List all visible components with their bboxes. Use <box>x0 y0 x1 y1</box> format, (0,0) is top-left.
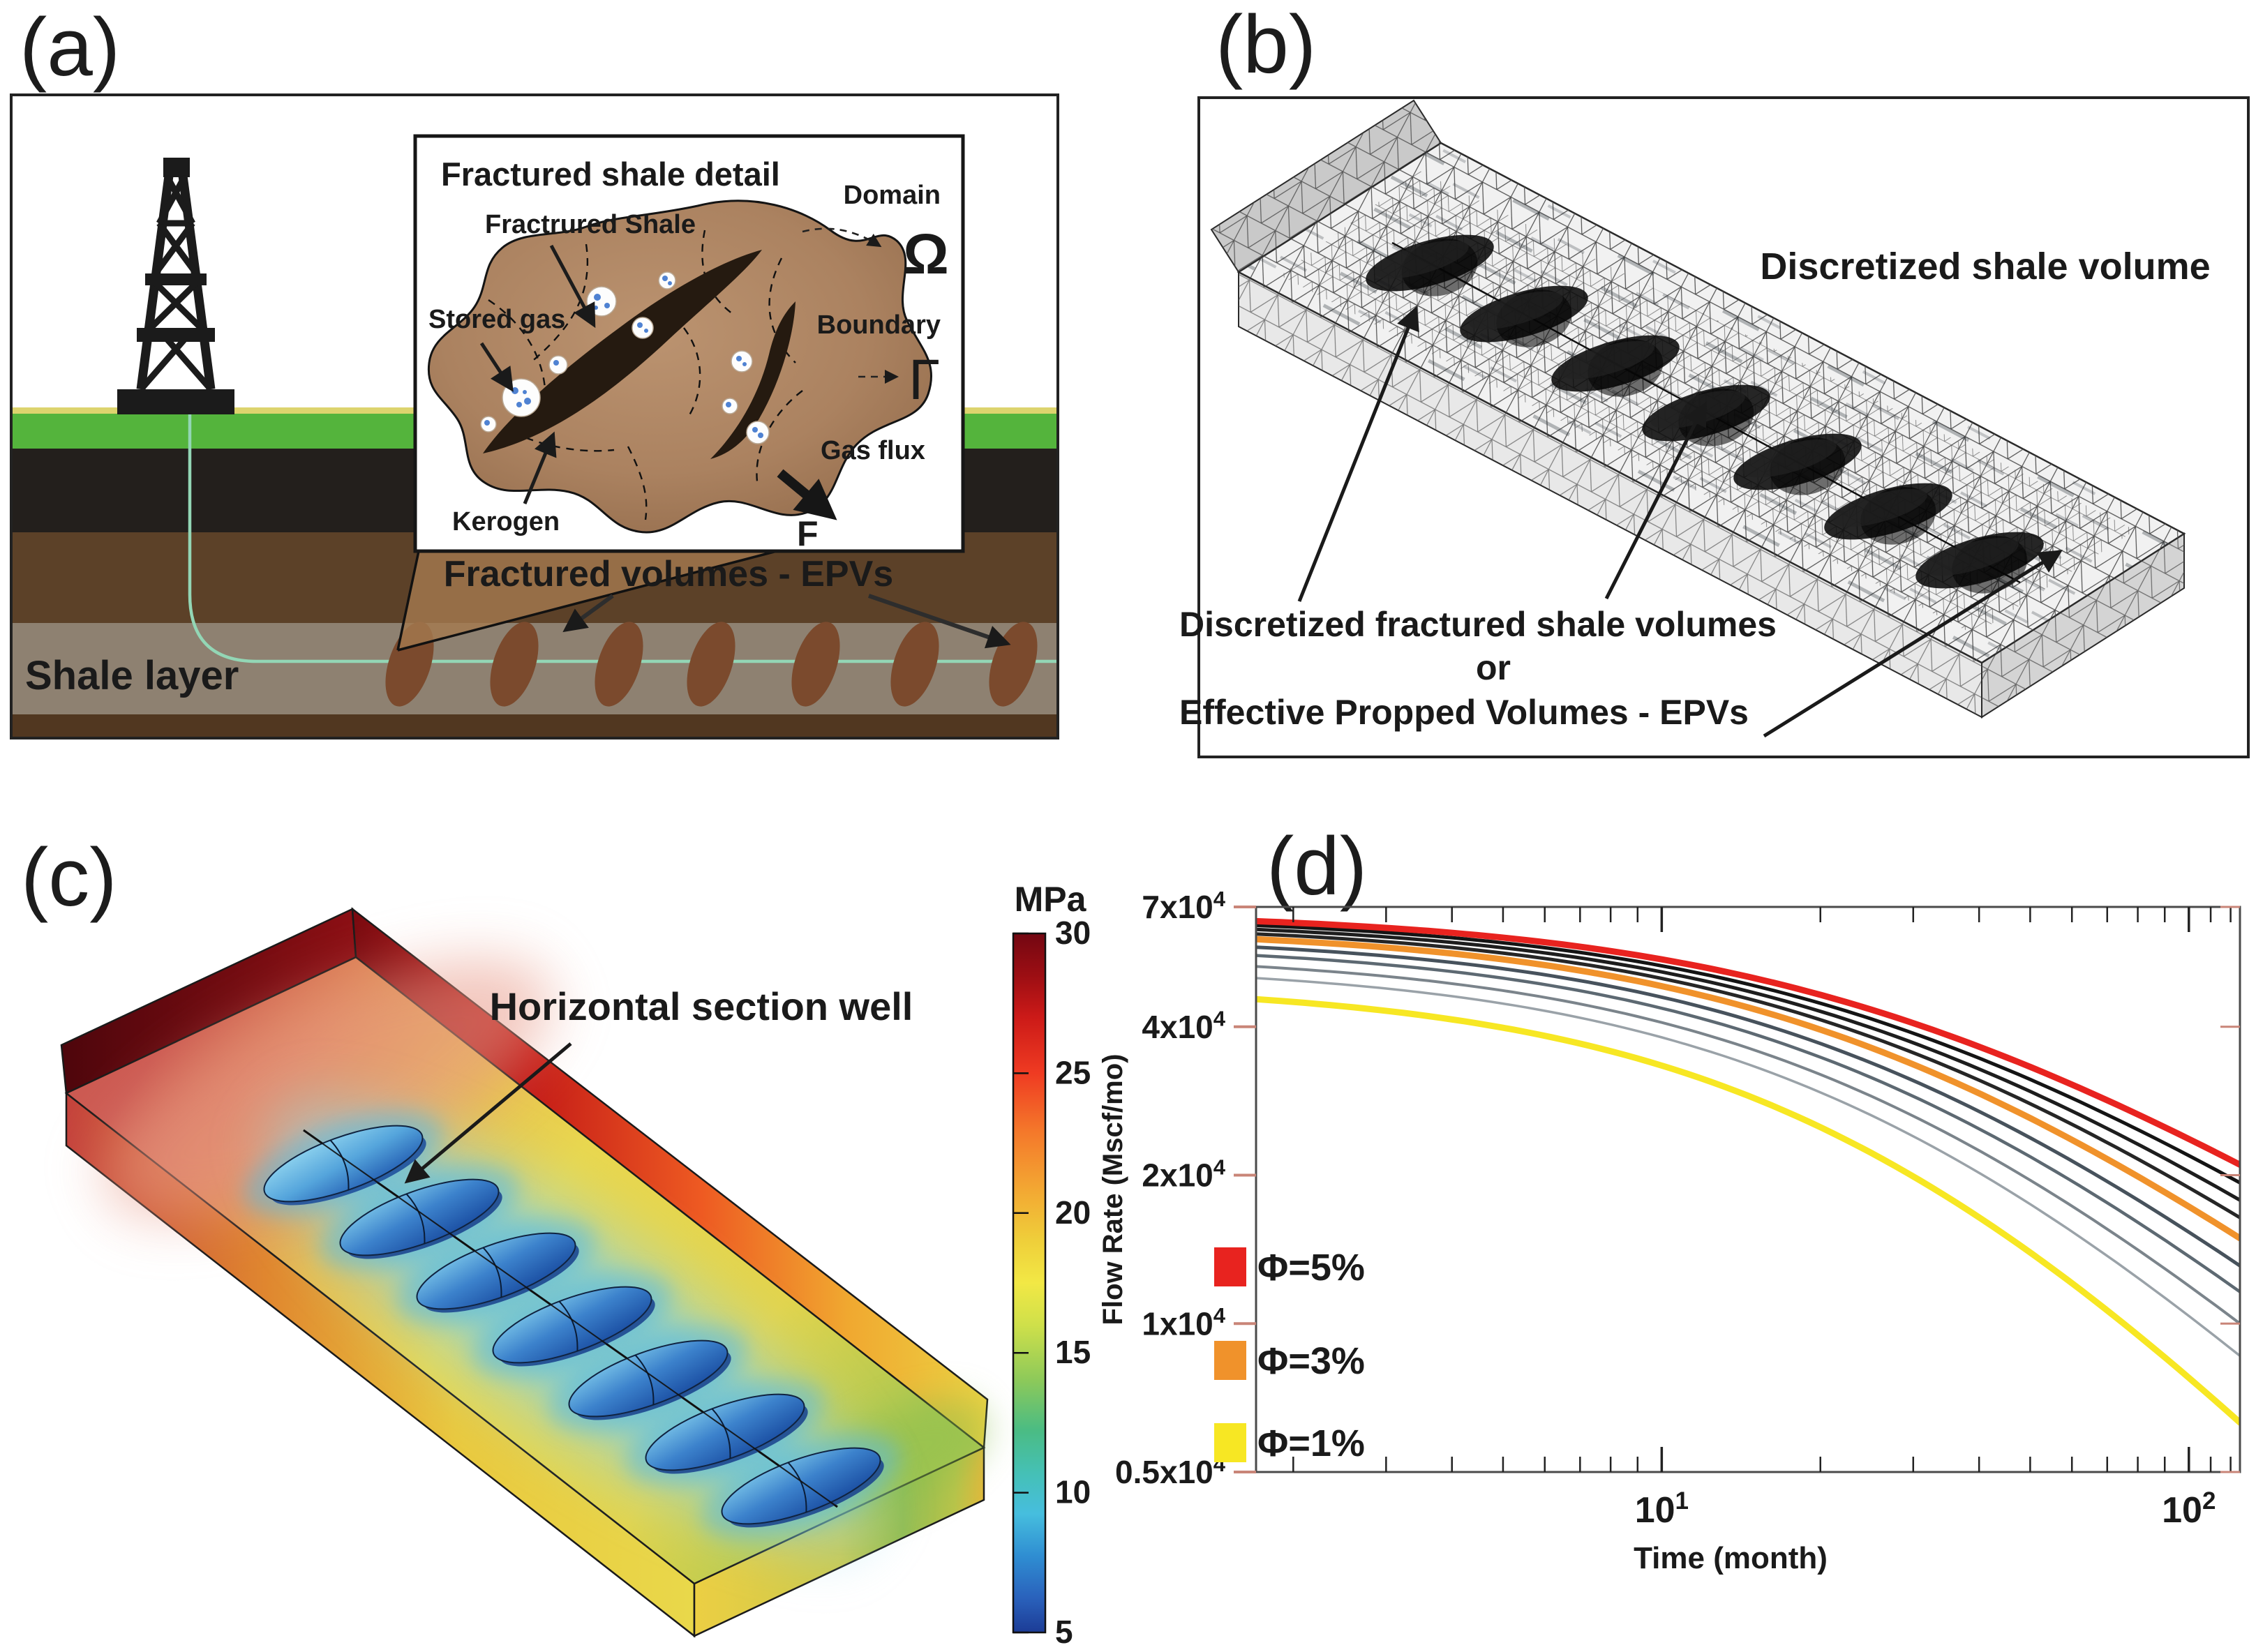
panel-a: (a) <box>10 1 1059 739</box>
legend-label: Φ=5% <box>1257 1247 1365 1289</box>
horizontal-well-line-overlay <box>303 1129 838 1508</box>
gas-molecule-dots <box>484 276 763 438</box>
legend-label: Φ=1% <box>1257 1422 1365 1464</box>
y-tick-label: 1x104 <box>1142 1303 1225 1342</box>
colorbar-tick-label: 30 <box>1055 915 1091 951</box>
domain-connector-icon <box>802 227 882 248</box>
inset-kerogen-label: Kerogen <box>452 507 560 536</box>
curve-gray-2 <box>1256 954 2240 1293</box>
panel-d-label: (d) <box>1267 820 1367 913</box>
y-axis-label: Flow Rate (Mscf/mo) <box>1098 1054 1128 1326</box>
curve-black-3 <box>1256 932 2240 1219</box>
legend-swatch <box>1214 1423 1246 1462</box>
pressure-field-volume <box>60 907 989 1638</box>
colorbar-tick-label: 10 <box>1055 1474 1091 1510</box>
well-label: Horizontal section well <box>490 984 913 1028</box>
inset-boundary-label: Boundary <box>817 310 941 340</box>
y-tick-label: 7x104 <box>1142 887 1225 925</box>
mesh-caption-line1: Discretized fractured shale volumes <box>1179 605 1777 644</box>
epv-arrow-left-icon <box>562 594 614 633</box>
discretized-mesh-volume <box>1210 99 2186 719</box>
inset-callout <box>396 550 777 652</box>
inset-domain-label: Domain <box>844 181 941 210</box>
colorbar-unit: MPa <box>1015 880 1087 919</box>
fractured-shale-inset: Fractured shale detail Fractrured Shale … <box>413 134 965 553</box>
epv-arrow-right-icon <box>868 594 1011 649</box>
x-axis-label: Time (month) <box>1634 1541 1828 1575</box>
y-tick-label: 4x104 <box>1142 1007 1225 1045</box>
plot-legend: Φ=5% Φ=3% Φ=1% <box>1214 1247 1365 1464</box>
colorbar-tick-label: 5 <box>1055 1614 1073 1650</box>
curve-black-1 <box>1256 924 2240 1185</box>
shale-layer-label: Shale layer <box>25 653 239 698</box>
panel-c-label: (c) <box>21 832 117 924</box>
mesh-caption-line3: Effective Propped Volumes - EPVs <box>1179 693 1749 732</box>
stored-gas-arrow-icon <box>479 342 514 392</box>
colorbar-gradient <box>1012 932 1047 1634</box>
legend-swatch <box>1214 1341 1246 1380</box>
domain-symbol: Ω <box>903 223 949 286</box>
inset-gas-flux-label: Gas flux <box>821 436 925 465</box>
colorbar-ticks: 30 25 20 15 10 5 <box>1013 915 1091 1650</box>
colorbar-tick-label: 15 <box>1055 1334 1091 1370</box>
pressure-colorbar: MPa 30 25 20 15 10 5 <box>1012 880 1091 1650</box>
colorbar-tick-label: 20 <box>1055 1194 1091 1231</box>
mesh-arrow-1-icon <box>1297 306 1419 602</box>
panel-b: (b) <box>1179 0 2250 758</box>
y-tick-label: 0.5x104 <box>1115 1452 1226 1490</box>
inset-title: Fractured shale detail <box>441 156 780 193</box>
epv-label: Fractured volumes - EPVs <box>444 554 893 594</box>
curve-porosity-1pct <box>1256 996 2240 1426</box>
x-tick-label: 101 <box>1635 1487 1689 1531</box>
curve-porosity-5pct <box>1256 917 2240 1168</box>
curve-black-2 <box>1256 927 2240 1202</box>
mesh-arrow-2-icon <box>1604 401 1707 600</box>
gas-flux-arrow-icon <box>777 469 837 520</box>
gas-flux-symbol: F <box>797 514 819 553</box>
panel-a-label: (a) <box>20 1 120 93</box>
curve-porosity-3pct <box>1256 936 2240 1242</box>
fracture-ellipsoids <box>263 1125 884 1528</box>
legend-swatch <box>1214 1247 1246 1286</box>
mesh-caption-line2: or <box>1476 648 1511 687</box>
x-tick-label: 102 <box>2162 1487 2216 1531</box>
mesh-arrow-3-icon <box>1763 550 2063 738</box>
well-arrow-icon <box>404 1042 572 1184</box>
colorbar-tick-label: 25 <box>1055 1054 1091 1090</box>
boundary-symbol: Γ <box>909 348 940 412</box>
curve-gray-3 <box>1256 965 2240 1326</box>
fracture-band-small <box>710 301 795 459</box>
legend-label: Φ=3% <box>1257 1340 1365 1382</box>
inset-stored-gas-label: Stored gas <box>428 305 565 334</box>
panel-b-label: (b) <box>1216 0 1316 91</box>
kerogen-arrow-icon <box>523 431 557 504</box>
drilling-rig-icon <box>117 158 234 414</box>
plot-axes: 101 102 7x104 4x104 2x104 1x104 0.5x104 <box>1115 887 2240 1531</box>
panel-d: (d) 101 102 7x104 4x104 2x104 1x104 0.5x104 Ti… <box>1098 820 2241 1575</box>
curve-gray-1 <box>1256 945 2240 1268</box>
mesh-volume-label: Discretized shale volume <box>1760 246 2210 287</box>
curve-gray-4 <box>1256 977 2240 1358</box>
fracture-band-large <box>483 250 762 453</box>
plot-frame <box>1255 906 2241 1473</box>
inset-fractured-shale-label: Fractrured Shale <box>485 210 696 239</box>
mesh-fracture-clusters <box>1366 234 2044 594</box>
fractured-shale-arrow-icon <box>549 244 596 329</box>
basement-layer <box>13 714 1056 737</box>
y-tick-label: 2x104 <box>1142 1155 1225 1193</box>
flow-rate-curves <box>1256 917 2240 1426</box>
well-path <box>188 414 1056 663</box>
panel-c: (c) <box>21 832 1091 1650</box>
